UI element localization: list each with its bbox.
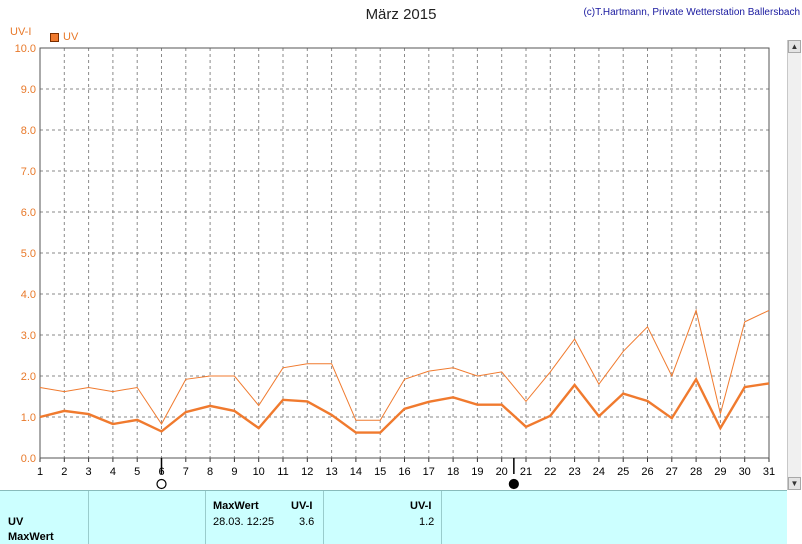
- x-tick-label: 12: [301, 466, 313, 478]
- new-moon-icon: [508, 478, 519, 490]
- legend-label-uv: UV: [63, 31, 79, 43]
- x-tick-label: 16: [398, 466, 410, 478]
- x-tick-label: 14: [350, 466, 362, 478]
- x-tick-label: 27: [666, 466, 678, 478]
- series-line-mean: [39, 376, 770, 434]
- col-header-uvi-avg: UV-I: [410, 500, 432, 512]
- x-tick-label: 7: [183, 466, 189, 478]
- x-tick-label: 18: [447, 466, 459, 478]
- x-tick-label: 4: [110, 466, 116, 478]
- legend: UV: [50, 31, 78, 43]
- y-tick-label: 2.0: [21, 371, 36, 383]
- row-label-uv: UV: [8, 516, 24, 528]
- max-datetime: 28.03. 12:25: [213, 516, 275, 528]
- y-tick-label: 6.0: [21, 207, 36, 219]
- y-tick-label: 8.0: [21, 125, 36, 137]
- legend-swatch-uv: [50, 32, 59, 42]
- full-moon-icon: [156, 478, 167, 490]
- avg-value: 1.2: [419, 516, 435, 528]
- x-tick-label: 31: [763, 466, 775, 478]
- x-tick-label: 25: [617, 466, 629, 478]
- scroll-down-button[interactable]: ▼: [788, 477, 801, 490]
- y-tick-label: 10.0: [15, 43, 36, 55]
- x-tick-label: 10: [253, 466, 265, 478]
- x-tick-label: 19: [471, 466, 483, 478]
- scroll-up-button[interactable]: ▲: [788, 40, 801, 53]
- x-tick-label: 22: [544, 466, 556, 478]
- x-tick-label: 3: [86, 466, 92, 478]
- y-tick-label: 1.0: [21, 412, 36, 424]
- vertical-scrollbar[interactable]: ▲ ▼: [787, 40, 801, 490]
- x-tick-label: 2: [61, 466, 67, 478]
- x-tick-label: 1: [37, 466, 43, 478]
- x-tick-label: 15: [374, 466, 386, 478]
- x-tick-label: 5: [134, 466, 140, 478]
- plot-frame: [39, 47, 770, 459]
- x-tick-label: 23: [568, 466, 580, 478]
- x-tick-label: 9: [231, 466, 237, 478]
- col-header-uvi-max: UV-I: [291, 500, 313, 512]
- info-panel: UV MaxWert MaxWert UV-I UV-I 28.03. 12:2…: [0, 490, 787, 544]
- x-tick-label: 24: [593, 466, 605, 478]
- x-tick-label: 26: [641, 466, 653, 478]
- x-tick-label: 11: [277, 466, 288, 478]
- y-tick-label: 7.0: [21, 166, 36, 178]
- y-tick-label: 9.0: [21, 84, 36, 96]
- x-tick-label: 20: [496, 466, 508, 478]
- info-separator: [441, 491, 442, 544]
- x-tick-label: 17: [423, 466, 435, 478]
- x-tick-label: 28: [690, 466, 702, 478]
- y-axis-label: UV-I: [10, 26, 32, 38]
- copyright-text: (c)T.Hartmann, Private Wetterstation Bal…: [583, 7, 800, 18]
- info-separator: [88, 491, 89, 544]
- series-line-max: [39, 308, 770, 425]
- y-tick-label: 0.0: [21, 453, 36, 465]
- y-tick-label: 5.0: [21, 248, 36, 260]
- info-separator: [323, 491, 324, 544]
- x-tick-label: 13: [325, 466, 337, 478]
- uv-chart: 0.01.02.03.04.05.06.07.08.09.010.0123456…: [15, 43, 775, 490]
- y-tick-label: 3.0: [21, 330, 36, 342]
- x-tick-label: 29: [714, 466, 726, 478]
- row-label-maxwert: MaxWert: [8, 531, 54, 543]
- max-value: 3.6: [299, 516, 315, 528]
- x-tick-label: 30: [739, 466, 751, 478]
- x-tick-label: 8: [207, 466, 213, 478]
- y-tick-label: 4.0: [21, 289, 36, 301]
- x-tick-label: 21: [520, 466, 532, 478]
- info-separator: [205, 491, 206, 544]
- col-header-maxwert: MaxWert: [213, 500, 259, 512]
